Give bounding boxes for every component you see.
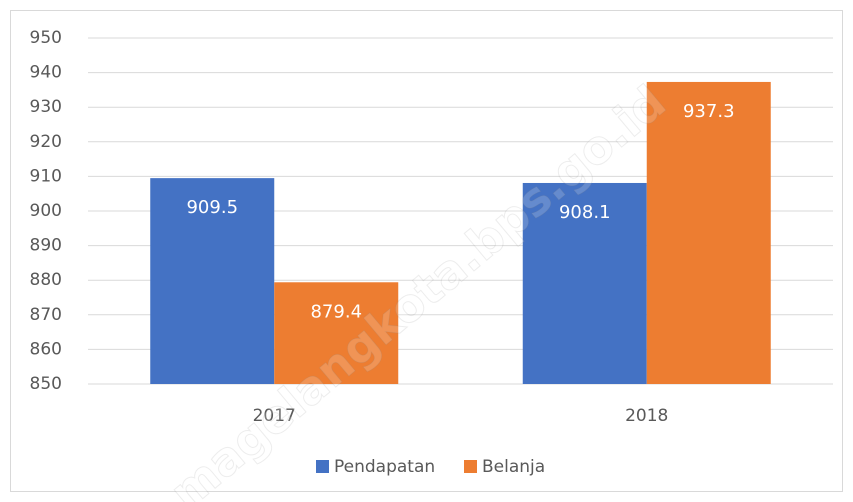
data-label: 937.3: [683, 101, 735, 122]
data-label: 908.1: [559, 202, 611, 223]
y-tick-label: 910: [30, 166, 62, 186]
legend-label: Belanja: [482, 457, 545, 477]
data-label: 909.5: [186, 197, 238, 218]
bar: [150, 178, 275, 384]
y-tick-label: 850: [30, 374, 62, 394]
x-tick-label: 2017: [253, 406, 296, 426]
y-tick-label: 950: [30, 28, 62, 48]
y-tick-label: 870: [30, 305, 62, 325]
y-tick-label: 940: [30, 63, 62, 83]
bar: [522, 182, 647, 384]
y-tick-label: 860: [30, 339, 62, 359]
y-tick-label: 890: [30, 236, 62, 256]
legend-swatch: [464, 460, 477, 473]
legend-swatch: [316, 460, 329, 473]
bar: [274, 282, 399, 384]
y-tick-label: 880: [30, 270, 62, 290]
x-tick-label: 2018: [625, 406, 668, 426]
data-label: 879.4: [310, 301, 362, 322]
y-tick-label: 900: [30, 201, 62, 221]
legend-label: Pendapatan: [334, 457, 435, 477]
y-tick-label: 930: [30, 97, 62, 117]
bar: [646, 81, 771, 384]
y-tick-label: 920: [30, 132, 62, 152]
